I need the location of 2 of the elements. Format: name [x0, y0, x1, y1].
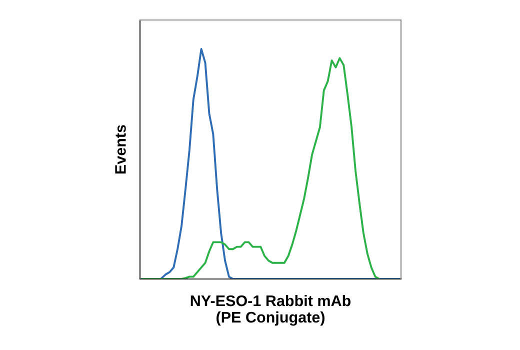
- y-axis-title: Events: [115, 125, 126, 174]
- x-axis-title: NY-ESO-1 Rabbit mAb (PE Conjugate): [190, 294, 351, 326]
